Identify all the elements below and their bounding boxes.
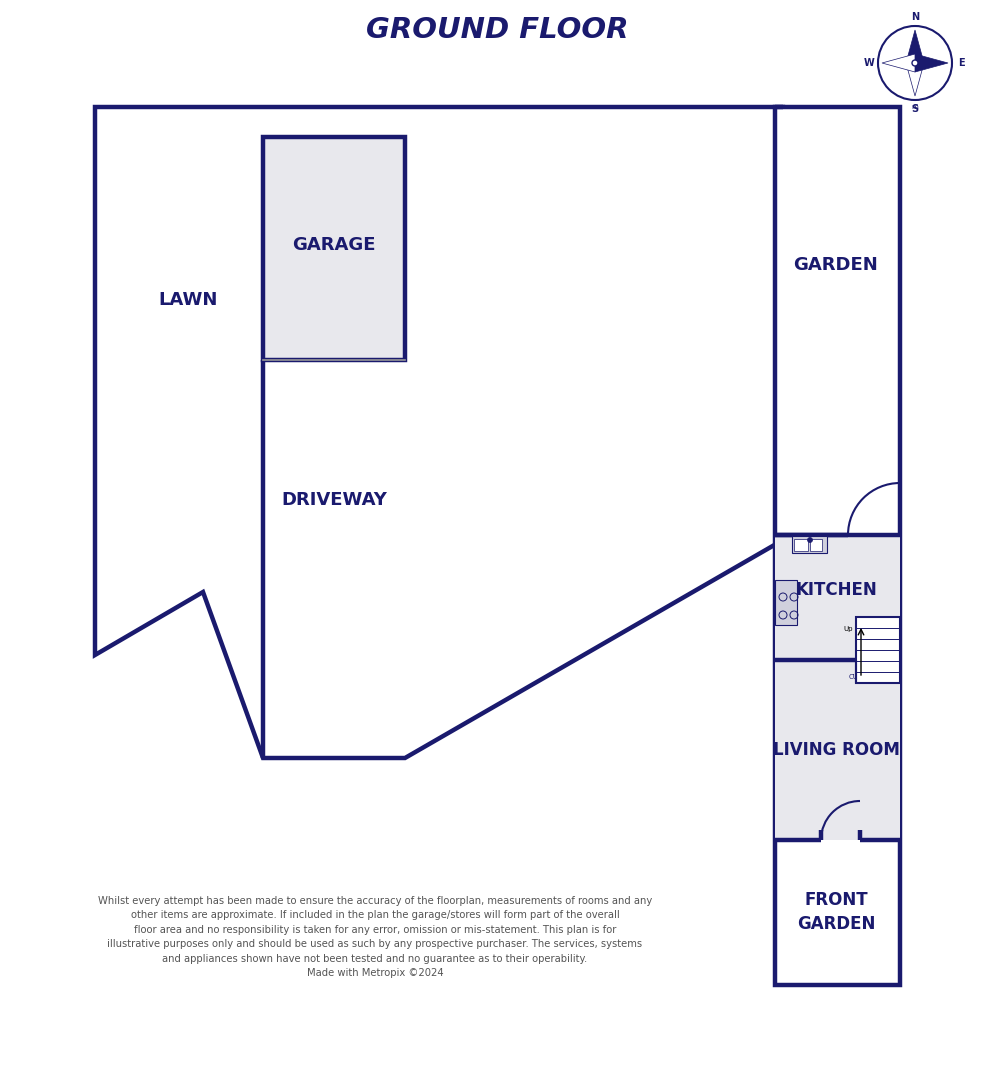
Text: KITCHEN: KITCHEN: [794, 581, 876, 599]
Text: GARAGE: GARAGE: [292, 237, 376, 254]
Polygon shape: [906, 63, 923, 96]
Bar: [809, 539, 821, 551]
Text: E: E: [957, 58, 963, 68]
Polygon shape: [94, 107, 782, 758]
Text: W: W: [863, 58, 874, 68]
Polygon shape: [855, 617, 900, 683]
Bar: [774, 580, 796, 625]
Text: LAWN: LAWN: [158, 291, 218, 309]
Bar: [793, 539, 807, 551]
Text: DRIVEWAY: DRIVEWAY: [280, 491, 387, 509]
Text: CUPBOARD: CUPBOARD: [848, 674, 887, 680]
Text: N: N: [911, 12, 918, 22]
Text: GARDEN: GARDEN: [792, 256, 877, 274]
Text: FRONT
GARDEN: FRONT GARDEN: [796, 891, 875, 933]
Text: Whilst every attempt has been made to ensure the accuracy of the floorplan, meas: Whilst every attempt has been made to en…: [97, 896, 651, 978]
Text: m: m: [911, 104, 917, 110]
Polygon shape: [914, 54, 947, 72]
Circle shape: [911, 60, 917, 66]
Polygon shape: [774, 660, 900, 840]
Text: S: S: [911, 104, 917, 114]
Text: GROUND FLOOR: GROUND FLOOR: [366, 16, 627, 44]
Polygon shape: [262, 137, 405, 360]
Circle shape: [807, 538, 812, 542]
Text: Up: Up: [843, 626, 852, 632]
Circle shape: [877, 26, 951, 100]
Text: LIVING ROOM: LIVING ROOM: [771, 741, 899, 759]
Bar: [791, 536, 826, 553]
Polygon shape: [774, 535, 900, 660]
Polygon shape: [881, 54, 914, 72]
Polygon shape: [906, 30, 923, 63]
Polygon shape: [774, 107, 900, 985]
